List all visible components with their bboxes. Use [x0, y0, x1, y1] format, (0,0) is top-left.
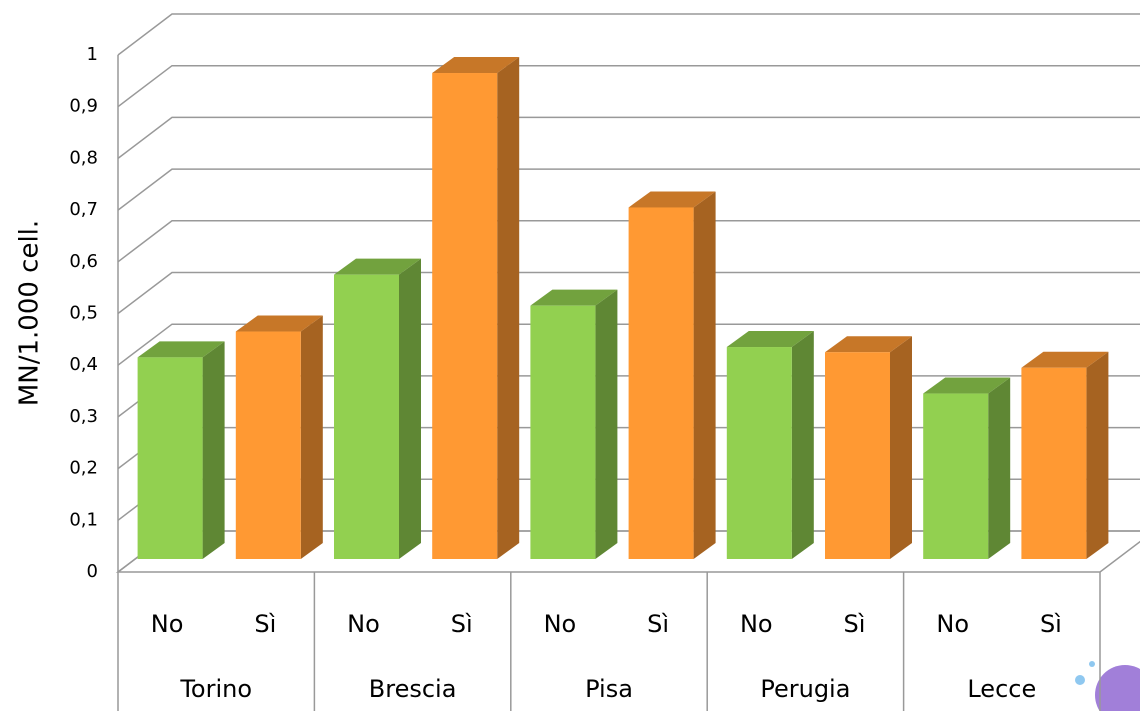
grid-line	[117, 271, 1140, 315]
bar	[235, 315, 323, 559]
category-label: Torino	[179, 675, 252, 703]
bar-top	[334, 258, 421, 275]
bar-side	[595, 289, 618, 559]
bar	[1021, 351, 1109, 559]
bar	[334, 258, 421, 559]
y-tick-label: 0,6	[69, 251, 98, 272]
bar	[530, 289, 618, 559]
grid-line	[117, 13, 1140, 56]
bar-top	[726, 331, 814, 348]
category-label: Perugia	[760, 675, 850, 703]
bar-front	[530, 305, 596, 559]
y-tick-label: 0,7	[69, 199, 98, 220]
bar-front	[235, 331, 301, 559]
sub-category-label: No	[544, 610, 577, 638]
bar-side	[202, 341, 225, 559]
y-tick-label: 0,1	[69, 509, 98, 530]
bar-side	[693, 191, 716, 559]
bar-front	[628, 207, 694, 559]
bar	[432, 57, 520, 560]
bar-side	[300, 315, 323, 559]
bar-side	[890, 336, 912, 559]
grid-line	[117, 323, 1140, 366]
y-tick-label: 0,2	[69, 458, 98, 479]
grid-line	[117, 64, 1140, 108]
y-tick-label: 0,8	[69, 147, 98, 168]
bar	[825, 336, 912, 559]
bar-top	[235, 315, 323, 332]
bar-front	[137, 357, 203, 559]
grid-line	[117, 220, 1140, 263]
bar-front	[334, 274, 399, 559]
bar	[137, 341, 225, 559]
sub-category-label: Sì	[451, 610, 473, 638]
bar	[726, 331, 814, 559]
y-tick-label: 0	[87, 561, 98, 582]
bar-side	[988, 377, 1011, 559]
sub-category-label: No	[740, 610, 773, 638]
y-tick-label: 0,4	[69, 354, 98, 375]
sub-category-label: No	[151, 610, 184, 638]
sub-category-label: No	[936, 610, 969, 638]
bar-front	[825, 352, 890, 559]
bar-top	[825, 336, 912, 353]
y-tick-label: 0,5	[69, 303, 98, 324]
bar-top	[628, 191, 716, 208]
category-label: Pisa	[585, 675, 633, 703]
y-tick-label: 1	[87, 44, 98, 65]
sub-category-label: Sì	[254, 610, 276, 638]
bar-top	[1021, 351, 1109, 368]
bar-front	[923, 393, 989, 559]
bar-front	[432, 73, 498, 560]
bar-top	[530, 289, 618, 306]
bar-side	[791, 331, 814, 559]
sub-category-label: No	[347, 610, 380, 638]
bar-front	[726, 347, 792, 559]
bar	[628, 191, 716, 559]
bar-top	[432, 57, 520, 74]
grid-line	[117, 116, 1140, 159]
category-label: Brescia	[369, 675, 457, 703]
sub-category-label: Sì	[647, 610, 669, 638]
category-label: Lecce	[967, 675, 1036, 703]
bar	[923, 377, 1011, 559]
sub-category-label: Sì	[844, 610, 866, 638]
bar-side	[1086, 351, 1109, 559]
y-tick-label: 0,9	[69, 96, 98, 117]
bar-side	[497, 57, 520, 560]
bar-front	[1021, 367, 1087, 559]
decoration	[1075, 661, 1140, 711]
bar-top	[923, 377, 1011, 394]
y-tick-label: 0,3	[69, 406, 98, 427]
bar-side	[399, 258, 421, 559]
sub-category-label: Sì	[1040, 610, 1062, 638]
y-axis-title: MN/1.000 cell.	[15, 220, 45, 406]
bar-top	[137, 341, 225, 358]
grid-line	[117, 168, 1140, 211]
